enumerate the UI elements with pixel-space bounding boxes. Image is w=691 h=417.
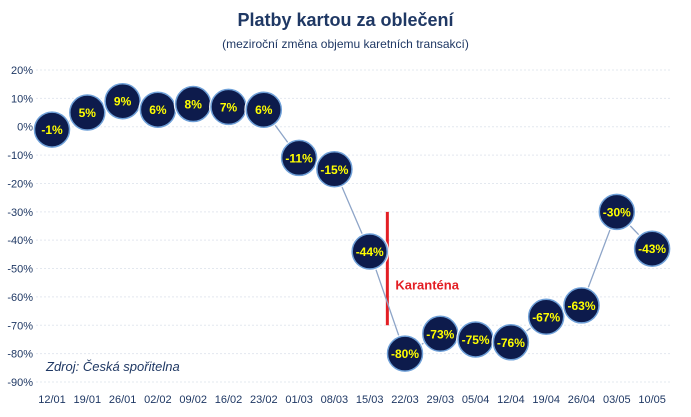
x-tick-label: 23/02 (250, 394, 278, 406)
x-tick-label: 16/02 (215, 394, 243, 406)
data-label: -80% (391, 347, 419, 361)
data-point (598, 193, 636, 231)
data-point (633, 230, 671, 267)
x-tick-label: 22/03 (391, 394, 419, 406)
data-label: -11% (285, 151, 313, 165)
data-label: -75% (462, 333, 490, 347)
data-point (492, 324, 530, 361)
data-label: -76% (497, 336, 525, 350)
y-tick-label: 20% (11, 65, 33, 77)
data-label: -30% (603, 205, 631, 219)
data-point (69, 94, 106, 131)
x-tick-label: 01/03 (285, 394, 313, 406)
x-tick-label: 26/01 (109, 394, 137, 406)
data-label: -43% (638, 242, 666, 256)
y-tick-label: -10% (7, 150, 33, 162)
data-label: 6% (255, 103, 273, 117)
source-note: Zdroj: Česká spořitelna (46, 359, 180, 374)
y-tick-label: 10% (11, 93, 33, 105)
x-tick-label: 26/04 (568, 394, 596, 406)
y-tick-label: 0% (17, 122, 33, 134)
x-tick-label: 03/05 (603, 394, 631, 406)
data-label: -73% (426, 327, 454, 341)
data-point (280, 139, 318, 177)
x-tick-label: 08/03 (321, 394, 349, 406)
x-tick-label: 12/04 (497, 394, 525, 406)
y-tick-label: -40% (7, 235, 33, 247)
chart-subtitle: (meziroční změna objemu karetních transa… (222, 37, 469, 51)
data-label: 8% (185, 98, 203, 112)
y-tick-label: -50% (7, 264, 33, 276)
quarantine-label: Karanténa (395, 278, 459, 293)
data-point (245, 91, 283, 128)
data-label: 7% (220, 100, 238, 114)
x-tick-label: 19/04 (532, 394, 560, 406)
data-label: -63% (567, 299, 595, 313)
x-tick-label: 02/02 (144, 394, 172, 406)
data-point (33, 111, 71, 148)
x-tick-label: 29/03 (427, 394, 455, 406)
data-label: -1% (41, 123, 63, 137)
data-label: -15% (320, 163, 348, 177)
data-point (104, 82, 141, 120)
y-tick-label: -30% (7, 207, 33, 219)
data-point (351, 233, 388, 270)
data-point (386, 335, 424, 372)
x-tick-label: 10/05 (638, 394, 666, 406)
y-tick-label: -80% (7, 349, 33, 361)
data-label: 5% (79, 106, 97, 120)
y-tick-label: -20% (7, 178, 33, 190)
x-tick-label: 09/02 (179, 394, 207, 406)
x-tick-label: 19/01 (74, 394, 102, 406)
chart-title: Platby kartou za oblečení (237, 10, 454, 30)
data-label: -67% (532, 310, 560, 324)
data-label: 6% (149, 103, 167, 117)
y-tick-label: -60% (7, 292, 33, 304)
data-label: 9% (114, 95, 132, 109)
x-tick-label: 15/03 (356, 394, 384, 406)
data-point (563, 287, 600, 324)
y-tick-label: -90% (7, 377, 33, 389)
data-point (527, 298, 565, 336)
data-point (316, 151, 353, 188)
y-tick-label: -70% (7, 320, 33, 332)
x-tick-label: 05/04 (462, 394, 490, 406)
data-label: -44% (356, 245, 384, 259)
x-tick-label: 12/01 (38, 394, 66, 406)
